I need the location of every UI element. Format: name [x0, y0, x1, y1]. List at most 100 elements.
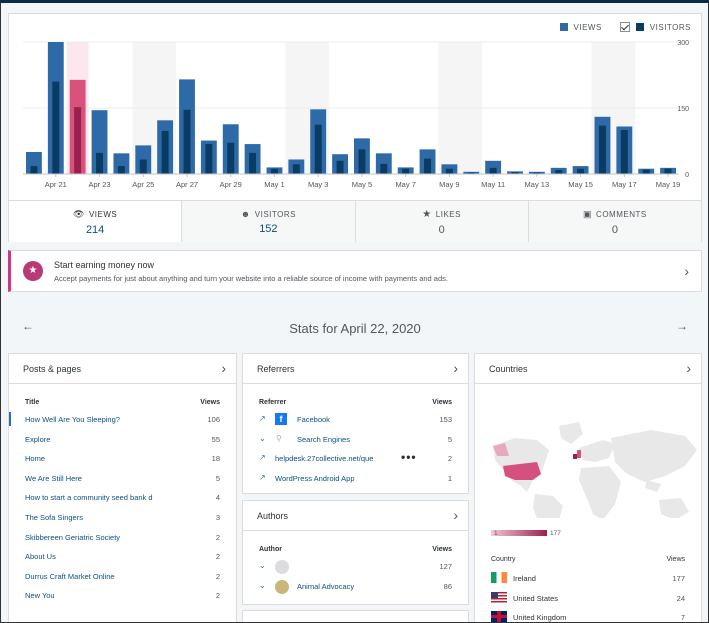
external-link-icon[interactable]: ↗: [259, 453, 266, 463]
legend-visitors-label: VISITORS: [649, 22, 691, 32]
authors-card-header[interactable]: Authors ›: [243, 501, 468, 531]
visitors-bar[interactable]: [489, 167, 497, 174]
authors-card-title: Authors: [257, 511, 289, 521]
visitors-bar[interactable]: [445, 168, 453, 174]
post-row[interactable]: We Are Still Here 5: [9, 469, 236, 489]
world-map[interactable]: [475, 388, 701, 518]
views-bar[interactable]: [485, 160, 502, 174]
visitors-bar[interactable]: [74, 107, 82, 174]
posts-card-title: Posts & pages: [23, 364, 82, 374]
posts-col-views: Views: [200, 399, 220, 406]
tab-likes[interactable]: ★ LIKES 0: [355, 201, 529, 242]
visitors-bar[interactable]: [161, 130, 169, 174]
posts-pages-card: Posts & pages › Title Views How Well Are…: [8, 353, 237, 622]
avatar: [275, 560, 289, 574]
country-row[interactable]: United States 24: [475, 589, 701, 609]
stats-chart-card: VIEWS VISITORS 300 150 0 Apr 21 Apr 23 Apr 25…: [8, 13, 702, 242]
post-title: How to start a community seed bank d: [25, 493, 153, 503]
authors-column-header: Author Views: [243, 541, 468, 557]
previous-day-arrow-icon[interactable]: ←: [22, 319, 34, 333]
posts-card-header[interactable]: Posts & pages ›: [9, 354, 236, 384]
countries-card-header[interactable]: Countries ›: [475, 354, 701, 384]
tab-comments[interactable]: ▣ COMMENTS 0: [528, 201, 701, 242]
post-row[interactable]: The Sofa Singers 3: [9, 508, 236, 528]
visitors-bar[interactable]: [314, 124, 322, 174]
external-link-icon[interactable]: ↗: [259, 472, 266, 482]
visitors-bar[interactable]: [336, 160, 344, 174]
author-row[interactable]: ⌄ 127: [243, 557, 468, 577]
authors-card: Authors › Author Views ⌄ 127 ⌄ Animal Ad…: [242, 500, 469, 605]
visitors-bar[interactable]: [642, 169, 650, 174]
ireland-region: [573, 454, 577, 459]
visitors-bar[interactable]: [292, 164, 300, 174]
visitors-bar[interactable]: [577, 168, 585, 174]
visitors-bar[interactable]: [620, 130, 628, 174]
referrer-row[interactable]: ↗ f Facebook 153: [243, 410, 468, 430]
star-badge-icon: ★: [23, 261, 43, 281]
post-row[interactable]: Durrus Craft Market Online 2: [9, 567, 236, 587]
chevron-down-icon[interactable]: ⌄: [259, 433, 266, 443]
visitors-bar[interactable]: [664, 168, 672, 174]
visitors-bar[interactable]: [30, 166, 38, 174]
external-link-icon[interactable]: ↗: [259, 414, 266, 423]
visitors-bar[interactable]: [96, 152, 104, 174]
earn-money-banner[interactable]: ★ Start earning money now Accept payment…: [8, 250, 702, 292]
author-row[interactable]: ⌄ Animal Advocacy 86: [243, 577, 468, 597]
post-row[interactable]: How to start a community seed bank d 4: [9, 488, 236, 508]
tab-visitors[interactable]: ☻ VISITORS 152: [182, 201, 356, 242]
visitors-bar[interactable]: [424, 158, 432, 174]
countries-card-title: Countries: [489, 364, 528, 374]
referrer-row[interactable]: ↗ helpdesk.27collective.net/que ••• 2: [243, 449, 468, 469]
visitors-bar[interactable]: [511, 172, 519, 174]
referrer-row[interactable]: ⌄ ⚲ Search Engines 5: [243, 430, 468, 450]
chevron-down-icon[interactable]: ⌄: [259, 580, 266, 590]
next-card-stub: [242, 610, 469, 622]
visitors-bar[interactable]: [183, 109, 191, 174]
visitors-bar[interactable]: [380, 163, 388, 174]
visitors-bar[interactable]: [402, 168, 410, 174]
referrer-views: 153: [439, 415, 452, 424]
visitors-bar[interactable]: [555, 170, 563, 174]
chevron-down-icon[interactable]: ⌄: [259, 561, 266, 570]
bar-chart[interactable]: 300 150 0 Apr 21 Apr 23 Apr 25 Apr 27 Apr 29 May…: [9, 14, 701, 200]
visitors-bar[interactable]: [358, 149, 366, 174]
referrers-card-header[interactable]: Referrers ›: [243, 354, 468, 384]
post-row[interactable]: How Well Are You Sleeping? 106: [9, 410, 236, 430]
tab-views[interactable]: 👁 VIEWS 214: [9, 201, 183, 242]
visitors-bar[interactable]: [533, 172, 541, 174]
more-options-icon[interactable]: •••: [401, 450, 417, 465]
visitors-bar[interactable]: [227, 142, 235, 174]
post-row[interactable]: Skibbereen Geriatric Society 2: [9, 528, 236, 548]
visitors-bar[interactable]: [270, 168, 278, 174]
search-icon: ⚲: [276, 433, 282, 443]
visitors-bar[interactable]: [205, 144, 213, 174]
country-row[interactable]: United Kingdom 7: [475, 608, 701, 622]
post-row[interactable]: New You 2: [9, 586, 236, 606]
post-title: We Are Still Here: [25, 473, 82, 483]
visitors-bar[interactable]: [52, 81, 60, 174]
country-row[interactable]: Ireland 177: [475, 569, 701, 589]
post-row[interactable]: Home 18: [9, 449, 236, 469]
chevron-right-icon: ›: [684, 263, 689, 279]
post-row[interactable]: Explore 55: [9, 430, 236, 450]
x-tick-label: May 19: [656, 180, 681, 189]
next-day-arrow-icon[interactable]: →: [676, 319, 688, 333]
countries-col-title: Country: [491, 556, 516, 563]
visitors-bar[interactable]: [249, 152, 257, 174]
post-row[interactable]: About Us 2: [9, 547, 236, 567]
visitors-bar[interactable]: [139, 159, 147, 174]
visitors-bar[interactable]: [117, 166, 125, 174]
views-bar[interactable]: [26, 152, 42, 174]
country-views: 177: [672, 574, 685, 583]
referrer-row[interactable]: ↗ WordPress Android App 1: [243, 469, 468, 489]
views-bar[interactable]: [91, 110, 108, 174]
x-tick-label: Apr 29: [220, 180, 242, 189]
visitors-swatch: [635, 23, 644, 31]
visitors-checkbox[interactable]: [619, 22, 630, 32]
views-bar[interactable]: [375, 153, 392, 174]
visitors-bar[interactable]: [598, 125, 606, 174]
map-scale-bar: [491, 530, 547, 536]
views-bar[interactable]: [113, 153, 130, 174]
referrer-name: helpdesk.27collective.net/que: [275, 454, 374, 464]
visitors-bar[interactable]: [467, 172, 475, 174]
